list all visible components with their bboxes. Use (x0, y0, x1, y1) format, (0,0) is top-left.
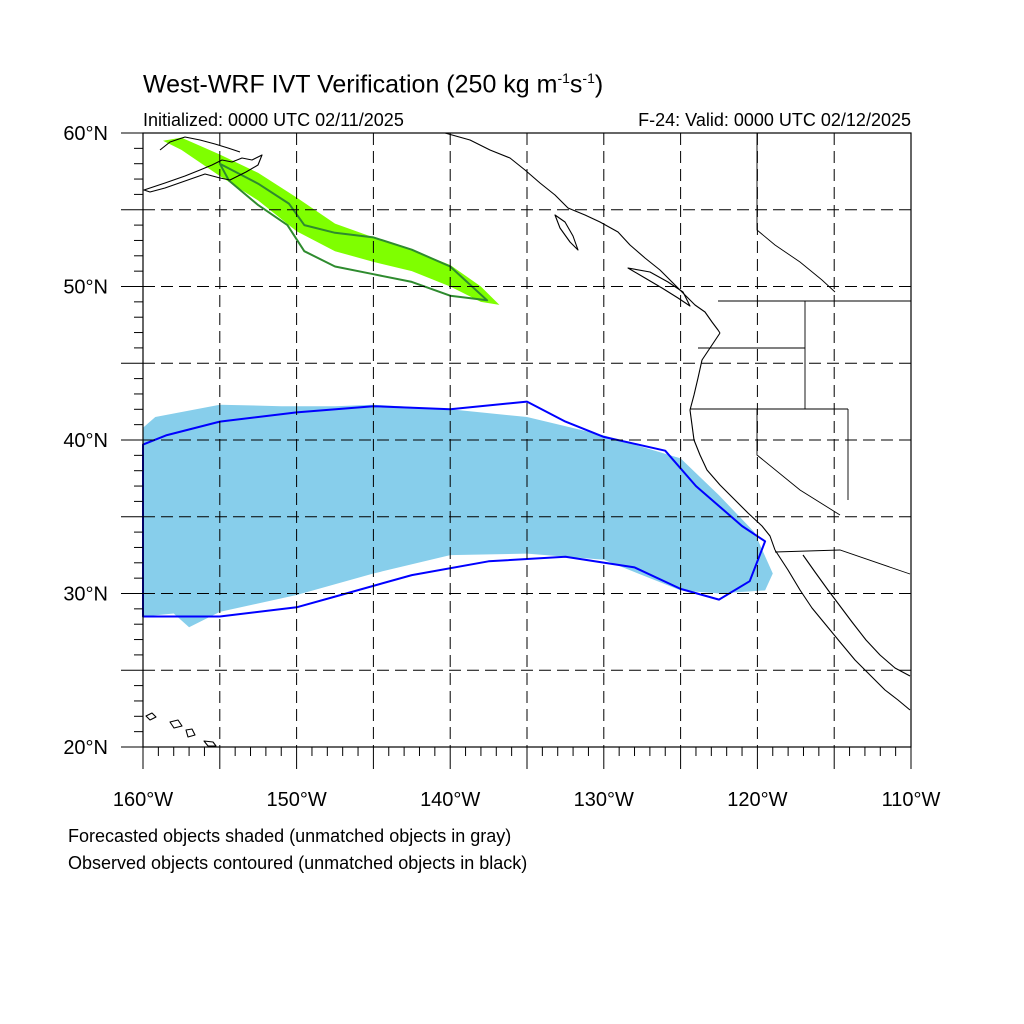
observed-object-2 (218, 162, 489, 302)
lat-label: 30°N (63, 584, 108, 606)
hawaii-island-1 (145, 712, 157, 721)
lon-label: 140°W (420, 789, 480, 811)
lon-label: 130°W (574, 789, 634, 811)
vancouver-island-coast (627, 267, 691, 307)
coastlines (143, 132, 911, 747)
footer-note-observed: Observed objects contoured (unmatched ob… (68, 853, 528, 873)
lon-label: 150°W (266, 789, 326, 811)
us-west-coast (689, 332, 776, 551)
us-mexico-border (774, 549, 911, 575)
lat-label: 60°N (63, 123, 108, 145)
grid-lines (143, 133, 911, 747)
southeast-alaska-bc-coast (444, 132, 721, 334)
lon-label: 120°W (727, 789, 787, 811)
lon-label: 160°W (113, 789, 173, 811)
axis-ticks (121, 132, 912, 769)
gulf-of-california-coast (802, 554, 911, 677)
footer-note-forecast: Forecasted objects shaded (unmatched obj… (68, 826, 512, 846)
baja-california-coast (774, 549, 911, 711)
hawaii-island-4 (203, 740, 217, 747)
hawaii-island-3 (185, 728, 196, 738)
forecast-object-3 (143, 404, 773, 628)
california-nevada-border (756, 409, 841, 516)
alaska-peninsula-coast (143, 154, 263, 193)
lat-label: 20°N (63, 737, 108, 759)
alaska-gulf-coast (159, 136, 241, 153)
axis-labels: 60°N 50°N 40°N 30°N 20°N 160°W 150°W 140°W 130°W… (63, 123, 940, 811)
hawaii-island-2 (169, 719, 183, 729)
ivt-objects (142, 137, 773, 628)
lon-label: 110°W (882, 789, 941, 811)
haida-gwaii-coast (554, 214, 579, 251)
valid-time-label: F-24: Valid: 0000 UTC 02/12/2025 (638, 110, 911, 130)
initialized-label: Initialized: 0000 UTC 02/11/2025 (143, 110, 404, 130)
lat-label: 50°N (63, 277, 108, 299)
map-title: West-WRF IVT Verification (250 kg m-1s-1… (143, 70, 604, 99)
canada-alaska-border (756, 133, 836, 293)
lat-label: 40°N (63, 430, 108, 452)
forecast-object-1 (163, 137, 500, 305)
